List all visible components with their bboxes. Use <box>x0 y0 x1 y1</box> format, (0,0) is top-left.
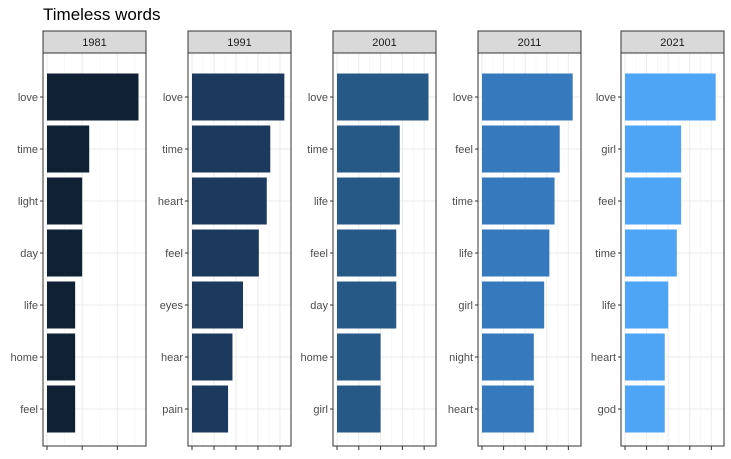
y-tick-label: life <box>459 248 473 260</box>
y-tick-label: eyes <box>160 300 184 312</box>
facet-strip-label: 1991 <box>227 37 251 49</box>
bar-1981-day <box>47 229 83 277</box>
bar-1991-time <box>192 125 271 173</box>
bar-2011-love <box>482 73 573 121</box>
y-tick-label: night <box>449 352 473 364</box>
panel-border <box>42 52 147 447</box>
y-tick-label: love <box>163 92 183 104</box>
bar-2021-feel <box>625 177 682 225</box>
bar-2021-love <box>625 73 716 121</box>
bar-2021-time <box>625 229 677 277</box>
bar-1991-eyes <box>192 281 244 329</box>
facet-strip-label: 2011 <box>518 37 542 49</box>
facet-strip-label: 2021 <box>660 37 684 49</box>
bar-2011-feel <box>482 125 560 173</box>
y-tick-label: heart <box>448 404 473 416</box>
y-tick-label: girl <box>313 404 328 416</box>
bar-2021-god <box>625 385 665 433</box>
y-tick-label: time <box>162 144 183 156</box>
bar-2021-girl <box>625 125 682 173</box>
bar-1981-love <box>47 73 139 121</box>
bar-2011-heart <box>482 385 534 433</box>
y-tick-label: feel <box>598 196 616 208</box>
y-tick-label: day <box>20 248 38 260</box>
bar-1991-hear <box>192 333 233 381</box>
facet-panel-2021: 2021 love girl feel time life heart god <box>591 30 725 450</box>
y-tick-label: god <box>598 404 616 416</box>
y-tick-label: heart <box>591 352 616 364</box>
y-tick-label: feel <box>165 248 183 260</box>
y-tick-label: home <box>300 352 328 364</box>
bar-2001-girl <box>337 385 381 433</box>
y-tick-label: hear <box>161 352 183 364</box>
bar-2001-day <box>337 281 397 329</box>
facet-strip-label: 1981 <box>82 37 106 49</box>
bar-1991-heart <box>192 177 267 225</box>
y-tick-label: time <box>452 196 473 208</box>
facet-panel-1981: 1981 love time light day life home feel <box>10 30 147 450</box>
bar-1981-time <box>47 125 90 173</box>
y-tick-label: feel <box>455 144 473 156</box>
y-tick-label: love <box>453 92 473 104</box>
bar-2011-night <box>482 333 534 381</box>
bar-2011-time <box>482 177 555 225</box>
y-tick-label: light <box>18 196 38 208</box>
y-tick-label: day <box>310 300 328 312</box>
facet-panels: 1981 love time light day life home feel 1991 love… <box>10 30 725 450</box>
chart-title: Timeless words <box>43 5 160 24</box>
bar-2021-life <box>625 281 669 329</box>
bar-2001-life <box>337 177 400 225</box>
bar-2001-home <box>337 333 381 381</box>
y-tick-label: life <box>24 300 38 312</box>
facet-panel-2011: 2011 love feel time life girl night heart <box>448 30 582 450</box>
panel-border <box>477 52 582 447</box>
y-tick-label: love <box>308 92 328 104</box>
y-tick-label: life <box>602 300 616 312</box>
facet-panel-1991: 1991 love time heart feel eyes hear pain <box>158 30 292 450</box>
y-tick-label: time <box>307 144 328 156</box>
panel-border <box>620 52 725 447</box>
bar-2011-life <box>482 229 550 277</box>
facet-panel-2001: 2001 love time life feel day home girl <box>300 30 437 450</box>
bar-2001-feel <box>337 229 397 277</box>
bar-1991-pain <box>192 385 229 433</box>
y-tick-label: love <box>18 92 38 104</box>
bar-1981-home <box>47 333 76 381</box>
bar-1991-feel <box>192 229 259 277</box>
bar-2001-time <box>337 125 400 173</box>
y-tick-label: feel <box>20 404 38 416</box>
y-tick-label: girl <box>601 144 616 156</box>
panel-border <box>332 52 437 447</box>
bar-2011-girl <box>482 281 545 329</box>
bar-1981-light <box>47 177 83 225</box>
y-tick-label: time <box>17 144 38 156</box>
y-tick-label: love <box>596 92 616 104</box>
panel-border <box>187 52 292 447</box>
bar-1981-feel <box>47 385 76 433</box>
bar-2021-heart <box>625 333 665 381</box>
bar-2001-love <box>337 73 429 121</box>
y-tick-label: girl <box>458 300 473 312</box>
bar-1991-love <box>192 73 285 121</box>
y-tick-label: time <box>595 248 616 260</box>
y-tick-label: feel <box>310 248 328 260</box>
y-tick-label: heart <box>158 196 183 208</box>
y-tick-label: life <box>314 196 328 208</box>
y-tick-label: pain <box>162 404 183 416</box>
facet-strip-label: 2001 <box>372 37 396 49</box>
y-tick-label: home <box>10 352 38 364</box>
bar-1981-life <box>47 281 76 329</box>
